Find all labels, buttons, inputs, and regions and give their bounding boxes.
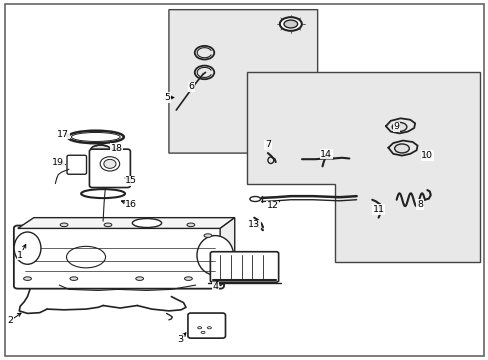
Ellipse shape (203, 234, 211, 237)
Polygon shape (168, 10, 317, 153)
Polygon shape (18, 218, 234, 228)
Text: 10: 10 (421, 151, 432, 160)
Ellipse shape (14, 232, 41, 264)
Text: 17: 17 (57, 130, 69, 139)
Ellipse shape (284, 20, 297, 28)
Polygon shape (246, 72, 479, 262)
Ellipse shape (279, 17, 301, 31)
Ellipse shape (132, 219, 161, 228)
FancyBboxPatch shape (187, 313, 225, 338)
Ellipse shape (184, 277, 192, 280)
Ellipse shape (60, 223, 68, 226)
Ellipse shape (104, 223, 112, 226)
Text: 9: 9 (393, 122, 399, 131)
Text: 5: 5 (164, 93, 170, 102)
Text: 11: 11 (372, 205, 384, 214)
Text: 19: 19 (52, 158, 64, 167)
Ellipse shape (23, 277, 31, 280)
Text: 7: 7 (264, 140, 270, 149)
Ellipse shape (136, 277, 143, 280)
Ellipse shape (91, 145, 110, 154)
Ellipse shape (23, 234, 31, 237)
Ellipse shape (186, 223, 194, 226)
Ellipse shape (394, 144, 408, 153)
Text: 15: 15 (125, 176, 137, 185)
Text: 12: 12 (266, 201, 278, 210)
Text: 16: 16 (125, 200, 137, 209)
Ellipse shape (197, 235, 233, 275)
Ellipse shape (70, 277, 78, 280)
Text: 18: 18 (110, 144, 122, 153)
Text: 3: 3 (177, 335, 183, 344)
Ellipse shape (249, 197, 260, 202)
FancyBboxPatch shape (210, 252, 278, 282)
Ellipse shape (391, 122, 406, 131)
FancyBboxPatch shape (67, 155, 86, 174)
Text: 6: 6 (188, 82, 194, 91)
Ellipse shape (103, 159, 116, 168)
FancyBboxPatch shape (89, 149, 130, 188)
Polygon shape (220, 218, 234, 286)
Text: 14: 14 (320, 150, 332, 159)
Text: 1: 1 (17, 251, 23, 260)
FancyBboxPatch shape (14, 226, 224, 289)
Text: 13: 13 (248, 220, 260, 229)
Text: 2: 2 (7, 316, 13, 325)
Text: 4: 4 (212, 282, 218, 291)
Text: 8: 8 (416, 200, 422, 209)
